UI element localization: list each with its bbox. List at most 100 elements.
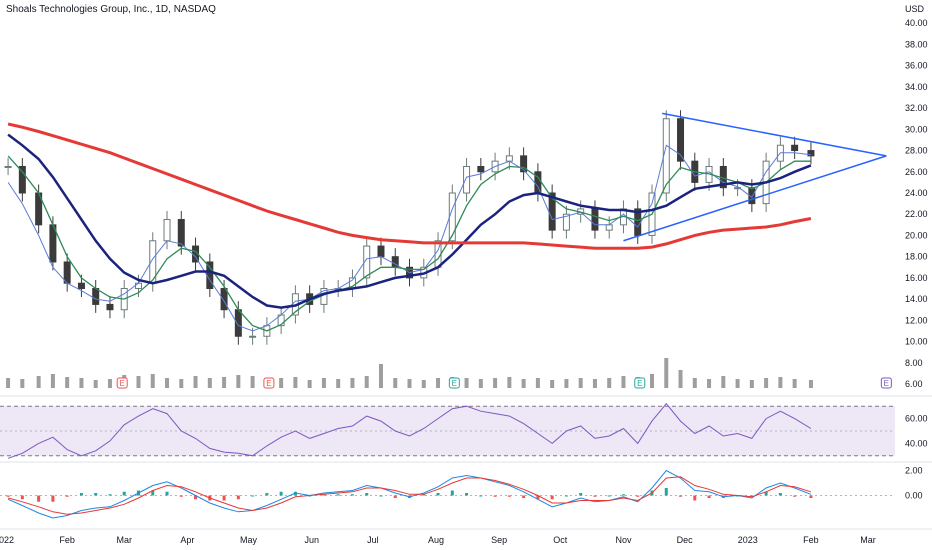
macd-histogram-bar [750,495,754,497]
price-tick-label: 32.00 [905,103,928,113]
macd-histogram-bar [293,491,297,496]
triangle-lower-line [623,155,887,242]
earnings-marker: E [448,377,460,389]
price-tick-label: 36.00 [905,61,928,71]
candle-body [505,155,513,162]
price-tick-label: 6.00 [905,379,923,389]
date-tick-label: Feb [803,535,819,545]
candle-body [134,282,142,290]
candle-body [249,335,257,338]
candle-body [177,219,185,247]
candle-body [791,144,799,152]
volume-bar [721,376,726,388]
volume-bar [764,378,769,388]
candle-body [4,165,12,168]
moving-average-line [7,133,812,309]
volume-bar [107,379,112,388]
volume-bar [592,379,597,388]
price-tick-label: 26.00 [905,167,928,177]
macd-histogram-bar [94,493,98,496]
volume-bar [93,380,98,388]
price-tick-label: 28.00 [905,146,928,156]
candle-body [92,288,100,305]
macd-histogram-bar [336,494,340,496]
volume-bar [250,376,255,388]
macd-histogram-bar [522,495,526,498]
macd-histogram-bar [265,493,269,496]
price-tick-label: 30.00 [905,124,928,134]
volume-bar [607,378,612,388]
volume-bar [407,379,412,388]
candle-body [377,245,385,258]
macd-histogram-bar [550,495,554,500]
volume-bar [236,375,241,388]
macd-histogram-bar [365,493,369,496]
macd-histogram-bar [793,495,797,497]
date-tick-label: 2023 [738,535,758,545]
volume-bar [364,376,369,388]
candle-body [748,187,756,205]
price-tick-label: 12.00 [905,315,928,325]
candle-body [734,187,742,190]
price-tick-label: 24.00 [905,188,928,198]
macd-histogram-bar [279,491,283,496]
volume-bar [393,378,398,388]
macd-tick-label: 0.00 [905,491,923,501]
candle-body [206,261,214,290]
macd-histogram-bar [65,495,69,497]
macd-histogram-bar [350,494,354,496]
macd-histogram-bar [393,495,397,498]
triangle-upper-line [662,112,887,157]
macd-histogram-bar [507,495,511,497]
price-tick-label: 16.00 [905,273,928,283]
volume-bar [136,376,141,388]
candle-body [163,219,171,242]
date-tick-label: Jul [367,535,379,545]
volume-bar [20,379,25,388]
volume-bar [421,380,426,388]
macd-histogram-bar [20,495,24,500]
macd-histogram-bar [151,490,155,496]
moving-average-line [7,122,812,250]
volume-bar [478,379,483,388]
volume-bar [735,379,740,388]
moving-average-line [7,144,811,332]
macd-histogram-bar [579,493,583,496]
macd-histogram-bar [809,495,813,498]
earnings-marker: E [880,377,892,389]
macd-histogram-bar [379,495,383,497]
macd-histogram-bar [79,493,83,496]
volume-bar [193,376,198,388]
earnings-label: E [452,379,457,388]
macd-histogram-bar [122,491,126,496]
macd-line [7,469,812,519]
volume-bar [350,378,355,388]
price-tick-label: 20.00 [905,230,928,240]
volume-bar [436,378,441,388]
volume-bar [293,377,298,388]
rsi-line [7,402,812,459]
candle-body [477,165,485,173]
volume-bar [222,377,227,388]
volume-bar [279,378,284,388]
volume-bar [535,378,540,388]
candle-body [605,224,613,231]
price-tick-label: 14.00 [905,294,928,304]
volume-bar [150,374,155,388]
moving-average-line [7,155,811,332]
volume-bar [50,374,55,388]
volume-bar [621,376,626,388]
volume-bar [36,376,41,388]
date-tick-label: Sep [491,535,507,545]
price-tick-label: 18.00 [905,252,928,262]
macd-histogram-bar [764,491,768,496]
currency-label: USD [905,4,925,14]
macd-tick-label: 2.00 [905,466,923,476]
candle-body [677,118,685,162]
price-tick-label: 22.00 [905,209,928,219]
earnings-marker: E [263,377,275,389]
volume-bar [6,378,11,388]
date-tick-label: Mar [116,535,132,545]
price-tick-label: 34.00 [905,82,928,92]
